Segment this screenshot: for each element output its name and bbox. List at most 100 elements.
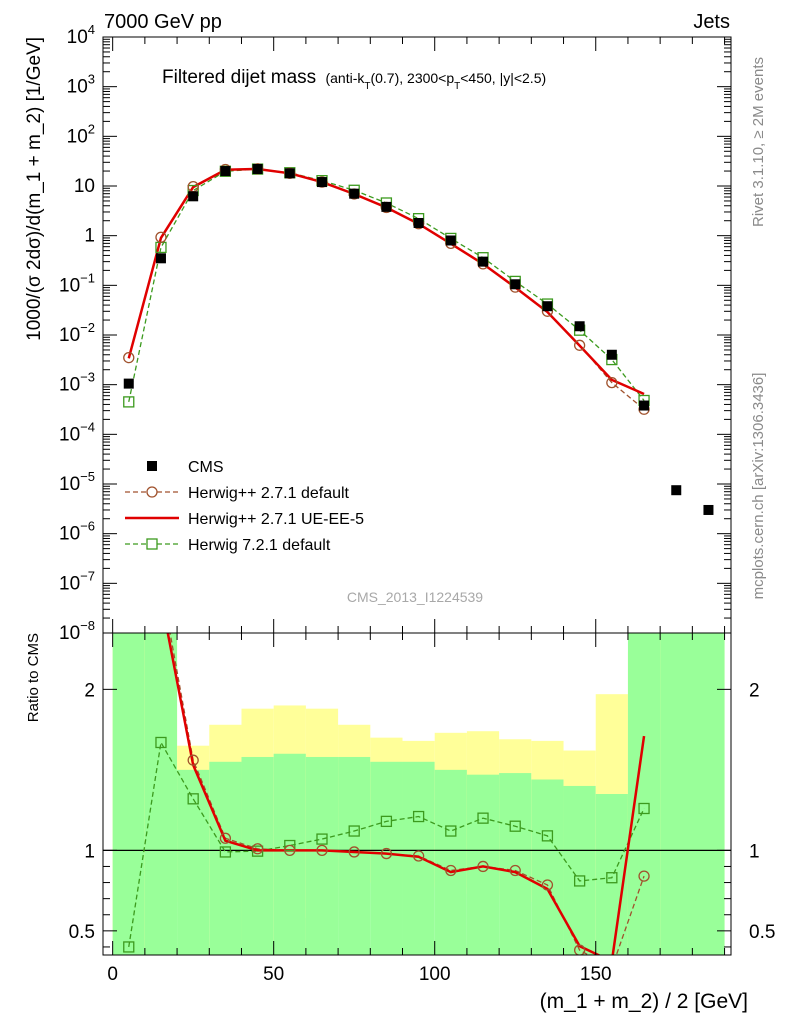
ratio-point-herwigpp-default — [219, 832, 232, 844]
point-herwig7 — [123, 396, 135, 408]
main-panel: CMS_2013_I1224539 Filtered dijet mass (a… — [24, 22, 732, 644]
ratio-panel: 0 50 100 150 0.5 0.5 1 1 2 2 Ratio to CMS (m_1 + … — [25, 470, 775, 1013]
x-tick-label: 50 — [263, 964, 284, 985]
ratio-y-tick-label: 2 — [749, 680, 760, 701]
ratio-point-herwigpp-default — [509, 864, 521, 877]
legend-marker-herwigpp-default — [146, 486, 158, 498]
band-inner — [402, 761, 435, 955]
band-inner — [563, 785, 596, 955]
y-tick-label: 102 — [67, 121, 95, 147]
y-tick-label: 10−1 — [59, 270, 95, 296]
ratio-point-herwig7 — [606, 872, 618, 884]
point-cms — [381, 201, 392, 212]
legend-label: Herwig++ 2.7.1 UE-EE-5 — [188, 511, 364, 528]
x-axis-label: (m_1 + m_2) / 2 [GeV] — [540, 990, 748, 1013]
ratio-point-herwigpp-default — [380, 847, 393, 860]
ratio-point-herwig7 — [187, 793, 199, 805]
y-tick-label: 104 — [67, 22, 95, 48]
point-herwigpp-default — [573, 339, 586, 351]
band-inner — [338, 756, 371, 955]
ratio-point-herwig7 — [123, 941, 135, 953]
y-tick-label: 10−7 — [59, 568, 95, 594]
y-tick-label: 1 — [84, 226, 95, 247]
point-cms — [510, 279, 521, 290]
main-y-axis-label: 1000/(σ 2dσ)/d(m_1 + m_2) [1/GeV] — [24, 37, 45, 341]
header-left: 7000 GeV pp — [104, 11, 222, 33]
band-inner — [531, 779, 564, 955]
point-cms — [703, 504, 714, 515]
band-inner — [434, 769, 467, 955]
ratio-frame — [102, 632, 732, 956]
main-title: Filtered dijet mass (anti-kT(0.7), 2300<… — [162, 67, 546, 92]
ratio-point-herwig7 — [573, 875, 586, 887]
point-cms — [445, 235, 456, 246]
ratio-point-herwigpp-default — [251, 843, 264, 855]
y-tick-label: 10−6 — [59, 519, 95, 545]
point-cms — [478, 256, 489, 267]
ratio-point-herwig7 — [509, 820, 521, 832]
main-title-sub: (anti-kT(0.7), 2300<pT<450, |y|<2.5) — [325, 70, 546, 92]
ratio-point-herwig7 — [412, 810, 425, 823]
ratio-point-herwigpp-default — [284, 844, 296, 856]
point-herwigpp-default — [155, 231, 167, 243]
main-x-ticks — [112, 37, 726, 633]
ratio-point-herwigpp-default — [156, 578, 166, 588]
ratio-y-tick-label: 1 — [84, 841, 95, 862]
y-tick-label: 103 — [67, 72, 95, 98]
point-cms — [220, 166, 231, 177]
y-tick-label: 10−2 — [59, 320, 95, 346]
legend-label: Herwig++ 2.7.1 default — [188, 485, 350, 502]
ratio-point-herwigpp-default — [445, 864, 457, 877]
point-cms — [639, 400, 650, 411]
ratio-line-herwigpp-ueee5 — [166, 633, 646, 955]
band-inner — [112, 633, 145, 955]
legend-label: CMS — [188, 459, 224, 476]
ratio-point-herwigpp-default — [187, 754, 199, 766]
band-inner — [273, 753, 306, 955]
ratio-bands — [112, 633, 725, 955]
y-tick-label: 10 — [74, 176, 95, 197]
point-cms — [123, 378, 134, 389]
ratio-y-tick-label: 0.5 — [69, 922, 95, 943]
watermark: CMS_2013_I1224539 — [347, 589, 483, 605]
legend-marker-herwig7 — [146, 538, 158, 550]
ratio-point-herwigpp-default — [124, 470, 134, 480]
ratio-point-herwig7 — [219, 846, 232, 858]
ratio-point-herwigpp-default — [316, 844, 328, 856]
x-tick-label: 0 — [107, 964, 118, 985]
ratio-point-herwig7 — [316, 833, 328, 845]
main-y-ticks: 10−8 10−7 10−6 10−5 10−4 10−3 10−2 10−1 1 10 102 10… — [59, 22, 731, 644]
point-cms — [316, 177, 327, 188]
point-cms — [155, 253, 166, 264]
band-inner — [660, 633, 725, 955]
y-tick-label: 10−4 — [59, 419, 95, 445]
rivet-label: Rivet 3.1.10, ≥ 2M events — [750, 57, 767, 227]
ratio-point-herwig7 — [477, 812, 489, 824]
point-herwigpp-default — [123, 351, 135, 364]
ratio-line-herwig7 — [128, 740, 645, 948]
point-cms — [413, 217, 424, 228]
x-tick-label: 100 — [419, 964, 451, 985]
legend: CMS Herwig++ 2.7.1 default Herwig++ 2.7.1 … — [125, 459, 364, 554]
ratio-point-herwigpp-default — [573, 944, 586, 955]
ratio-ticks: 0 50 100 150 0.5 0.5 1 1 2 2 — [69, 633, 775, 985]
point-cms — [542, 301, 553, 312]
ratio-point-herwig7 — [348, 825, 360, 837]
y-tick-label: 10−3 — [59, 370, 95, 396]
y-tick-label: 10−5 — [59, 469, 95, 495]
ratio-point-herwig7 — [445, 825, 457, 837]
main-title-main: Filtered dijet mass — [162, 67, 316, 88]
band-inner — [466, 774, 500, 955]
y-tick-label: 10−8 — [59, 618, 95, 644]
band-inner — [144, 633, 178, 955]
ratio-point-herwigpp-default — [541, 879, 554, 891]
x-tick-label: 150 — [580, 964, 612, 985]
ratio-point-herwig7 — [284, 839, 296, 852]
ratio-y-tick-label: 2 — [84, 680, 95, 701]
ratio-point-herwig7 — [155, 736, 167, 749]
point-cms — [574, 321, 585, 332]
point-cms — [252, 163, 263, 174]
legend-label: Herwig 7.2.1 default — [188, 537, 331, 554]
ratio-plot-area — [103, 470, 731, 955]
